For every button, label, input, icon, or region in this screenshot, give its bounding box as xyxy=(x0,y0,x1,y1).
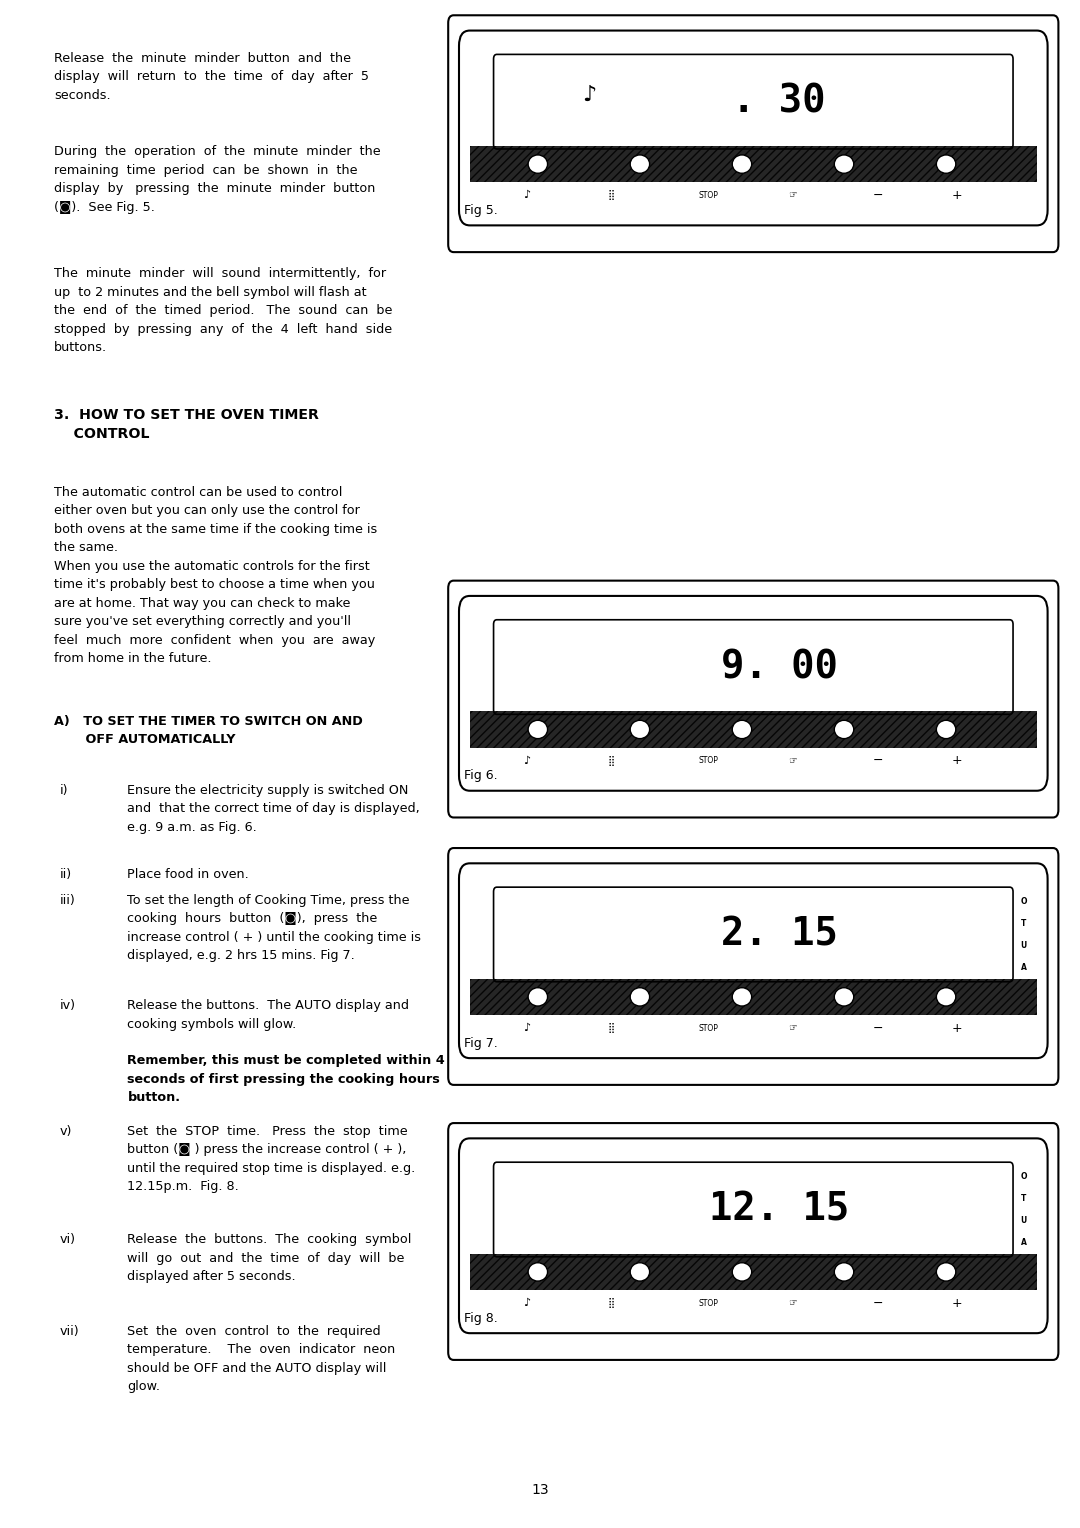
Bar xyxy=(470,1254,1037,1290)
FancyBboxPatch shape xyxy=(448,848,1058,1085)
Text: Fig 6.: Fig 6. xyxy=(464,769,498,782)
Text: ⣿: ⣿ xyxy=(608,756,616,766)
Text: +: + xyxy=(953,189,962,202)
Ellipse shape xyxy=(528,154,548,173)
Text: Release  the  minute  minder  button  and  the
display  will  return  to  the  t: Release the minute minder button and the… xyxy=(54,52,369,102)
Text: iii): iii) xyxy=(59,894,76,908)
FancyBboxPatch shape xyxy=(494,888,1013,983)
Text: A: A xyxy=(1021,1238,1027,1247)
Text: Release the buttons.  The AUTO display and
cooking symbols will glow.: Release the buttons. The AUTO display an… xyxy=(127,999,409,1031)
Bar xyxy=(470,712,1037,747)
Text: A)   TO SET THE TIMER TO SWITCH ON AND
       OFF AUTOMATICALLY: A) TO SET THE TIMER TO SWITCH ON AND OFF… xyxy=(54,715,363,746)
Text: −: − xyxy=(873,1297,883,1309)
Text: T: T xyxy=(1022,1193,1026,1203)
Text: STOP: STOP xyxy=(698,756,718,766)
Text: ☞: ☞ xyxy=(788,191,797,200)
Text: Fig 5.: Fig 5. xyxy=(464,203,498,217)
Ellipse shape xyxy=(835,720,854,738)
Text: STOP: STOP xyxy=(698,1024,718,1033)
Text: U: U xyxy=(1021,1216,1027,1225)
Text: The  minute  minder  will  sound  intermittently,  for
up  to 2 minutes and the : The minute minder will sound intermitten… xyxy=(54,267,392,354)
Text: ⣿: ⣿ xyxy=(608,191,616,200)
Ellipse shape xyxy=(936,987,956,1005)
Ellipse shape xyxy=(835,987,854,1005)
Ellipse shape xyxy=(631,154,650,173)
Text: i): i) xyxy=(59,784,68,798)
Text: ♪: ♪ xyxy=(582,86,596,105)
Ellipse shape xyxy=(732,720,752,738)
Text: . 30: . 30 xyxy=(732,83,826,121)
Bar xyxy=(470,979,1037,1015)
Ellipse shape xyxy=(528,1262,548,1280)
Text: Remember, this must be completed within 4
seconds of first pressing the cooking : Remember, this must be completed within … xyxy=(127,1054,445,1105)
Ellipse shape xyxy=(936,720,956,738)
Text: 9. 00: 9. 00 xyxy=(720,648,837,686)
Ellipse shape xyxy=(835,154,854,173)
Ellipse shape xyxy=(732,1262,752,1280)
Text: ☞: ☞ xyxy=(788,756,797,766)
Text: Fig 7.: Fig 7. xyxy=(464,1036,498,1050)
Ellipse shape xyxy=(936,1262,956,1280)
Text: STOP: STOP xyxy=(698,1299,718,1308)
FancyBboxPatch shape xyxy=(448,581,1058,817)
Text: 3.  HOW TO SET THE OVEN TIMER
    CONTROL: 3. HOW TO SET THE OVEN TIMER CONTROL xyxy=(54,408,319,442)
Text: To set the length of Cooking Time, press the
cooking  hours  button  (◙),  press: To set the length of Cooking Time, press… xyxy=(127,894,421,963)
Text: ♪: ♪ xyxy=(523,191,530,200)
Ellipse shape xyxy=(732,987,752,1005)
FancyBboxPatch shape xyxy=(448,1123,1058,1360)
Ellipse shape xyxy=(528,987,548,1005)
Text: STOP: STOP xyxy=(698,191,718,200)
Text: The automatic control can be used to control
either oven but you can only use th: The automatic control can be used to con… xyxy=(54,486,377,665)
Text: vii): vii) xyxy=(59,1325,79,1339)
Text: T: T xyxy=(1022,918,1026,927)
Text: ♪: ♪ xyxy=(523,1024,530,1033)
Text: vi): vi) xyxy=(59,1233,76,1247)
FancyBboxPatch shape xyxy=(459,1138,1048,1332)
Text: Fig 8.: Fig 8. xyxy=(464,1311,498,1325)
Text: ♪: ♪ xyxy=(523,756,530,766)
Text: During  the  operation  of  the  minute  minder  the
remaining  time  period  ca: During the operation of the minute minde… xyxy=(54,145,380,214)
Ellipse shape xyxy=(631,1262,650,1280)
FancyBboxPatch shape xyxy=(448,15,1058,252)
Ellipse shape xyxy=(631,987,650,1005)
Text: A: A xyxy=(1021,963,1027,972)
Text: Place food in oven.: Place food in oven. xyxy=(127,868,249,882)
Text: O: O xyxy=(1021,897,1027,906)
Text: +: + xyxy=(953,1022,962,1034)
FancyBboxPatch shape xyxy=(459,863,1048,1059)
Text: −: − xyxy=(873,1022,883,1034)
Text: ♪: ♪ xyxy=(523,1299,530,1308)
Text: 13: 13 xyxy=(531,1482,549,1497)
Text: U: U xyxy=(1021,941,1027,950)
Text: ⣿: ⣿ xyxy=(608,1024,616,1033)
FancyBboxPatch shape xyxy=(459,31,1048,226)
Text: −: − xyxy=(873,189,883,202)
Text: iv): iv) xyxy=(59,999,76,1013)
Text: ☞: ☞ xyxy=(788,1024,797,1033)
Text: ii): ii) xyxy=(59,868,71,882)
Text: O: O xyxy=(1021,1172,1027,1181)
Bar xyxy=(470,147,1037,182)
Ellipse shape xyxy=(835,1262,854,1280)
Ellipse shape xyxy=(528,720,548,738)
Text: v): v) xyxy=(59,1125,71,1138)
Text: ⣿: ⣿ xyxy=(608,1299,616,1308)
Text: Release  the  buttons.  The  cooking  symbol
will  go  out  and  the  time  of  : Release the buttons. The cooking symbol … xyxy=(127,1233,411,1284)
Text: 12. 15: 12. 15 xyxy=(708,1190,849,1229)
FancyBboxPatch shape xyxy=(494,1163,1013,1256)
Text: −: − xyxy=(873,755,883,767)
Text: Set  the  oven  control  to  the  required
temperature.    The  oven  indicator : Set the oven control to the required tem… xyxy=(127,1325,395,1394)
Ellipse shape xyxy=(631,720,650,738)
Text: 2. 15: 2. 15 xyxy=(720,915,837,953)
Text: Set  the  STOP  time.   Press  the  stop  time
button (◙ ) press the increase co: Set the STOP time. Press the stop time b… xyxy=(127,1125,416,1193)
FancyBboxPatch shape xyxy=(494,55,1013,150)
Text: Ensure the electricity supply is switched ON
and  that the correct time of day i: Ensure the electricity supply is switche… xyxy=(127,784,420,834)
Text: ☞: ☞ xyxy=(788,1299,797,1308)
Ellipse shape xyxy=(936,154,956,173)
Text: +: + xyxy=(953,755,962,767)
Ellipse shape xyxy=(732,154,752,173)
Text: +: + xyxy=(953,1297,962,1309)
FancyBboxPatch shape xyxy=(459,596,1048,792)
FancyBboxPatch shape xyxy=(494,620,1013,715)
